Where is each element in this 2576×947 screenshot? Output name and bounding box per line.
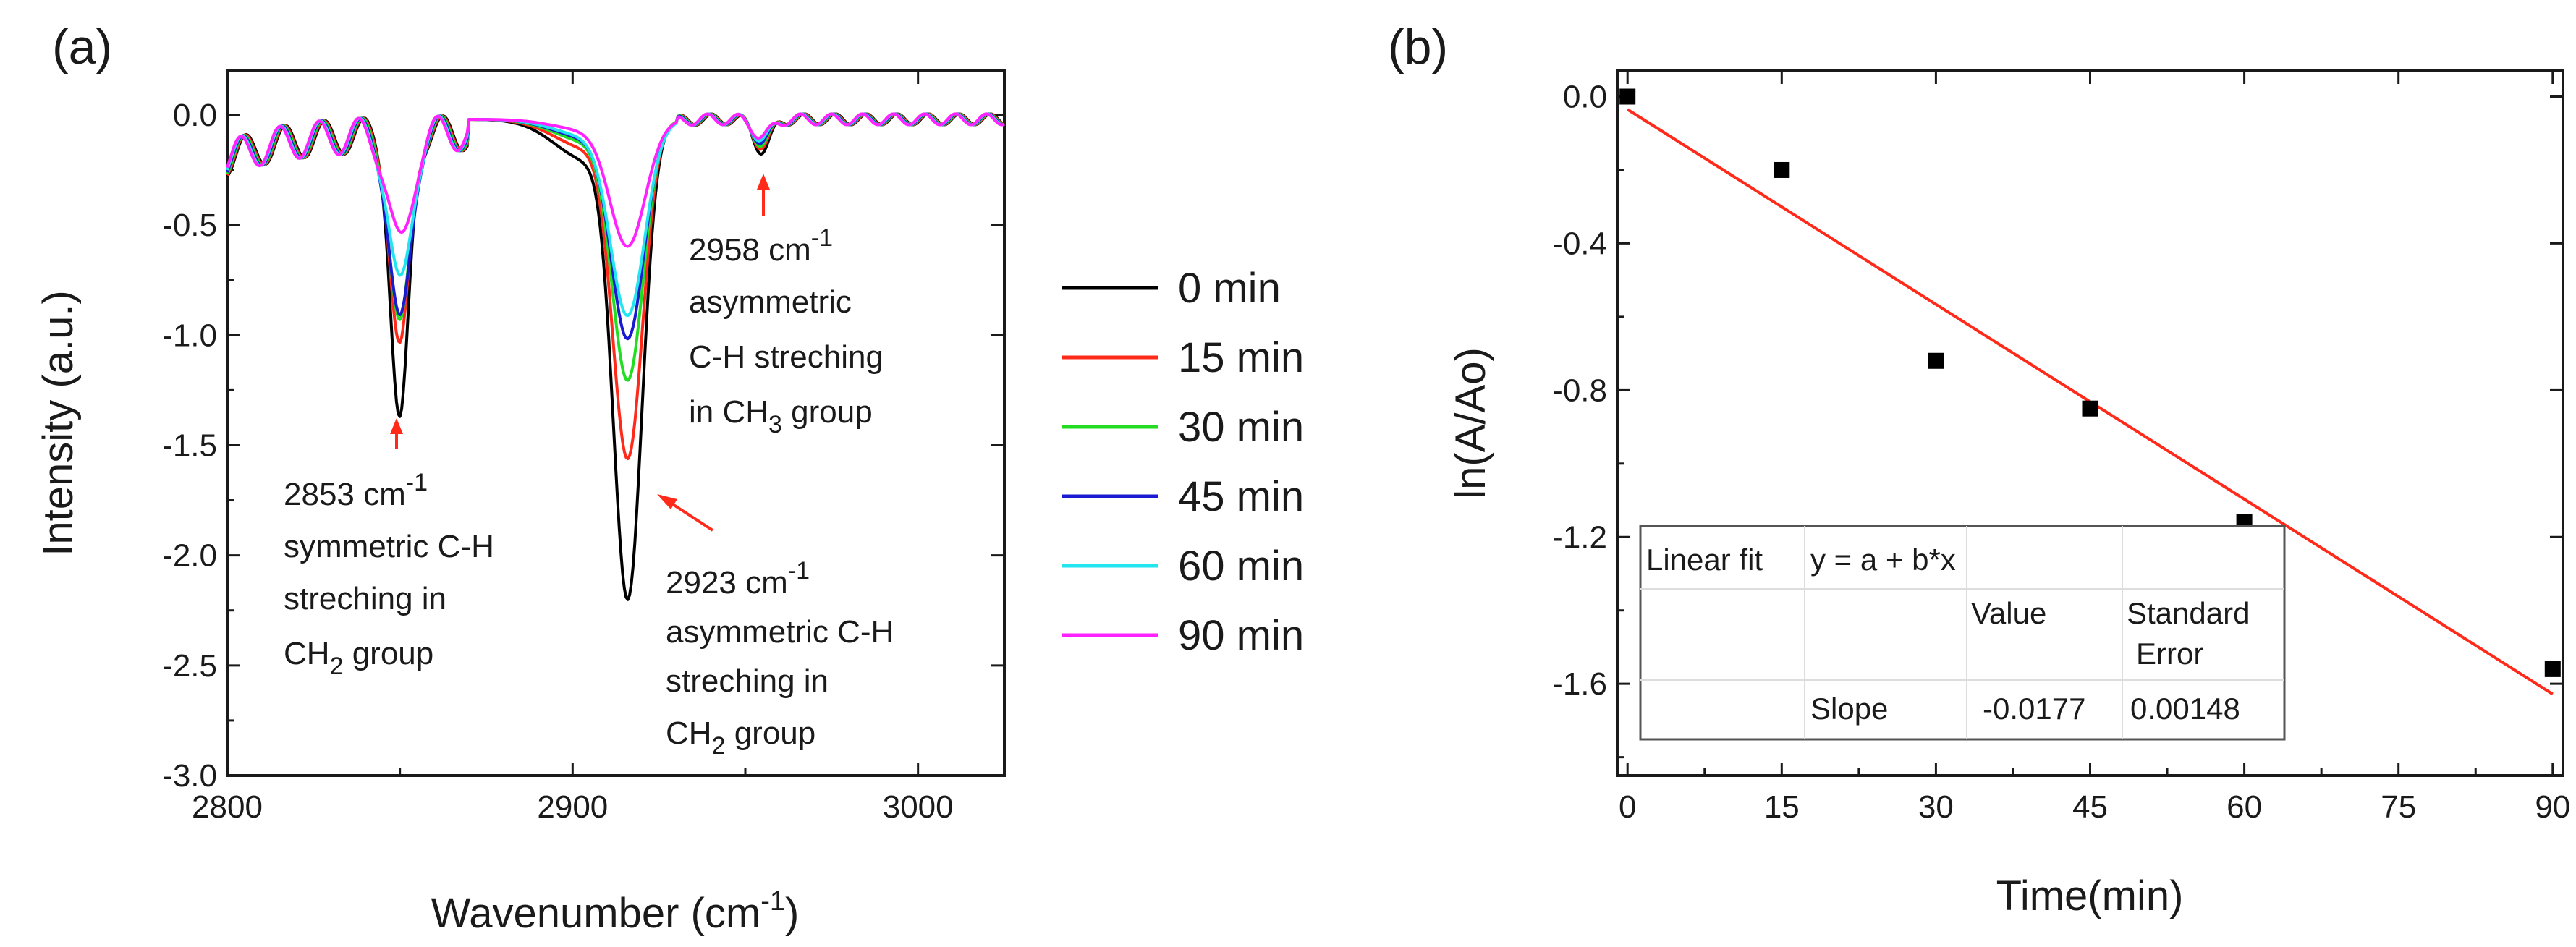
y-tick-label: 0.0	[173, 98, 217, 133]
svg-text:2923 cm-1: 2923 cm-1	[666, 557, 810, 600]
svg-text:CH2 group: CH2 group	[666, 715, 815, 760]
data-point	[1774, 161, 1790, 178]
panel-a-y-axis-title: Intensity (a.u.)	[35, 290, 82, 556]
y-tick-label: -1.0	[162, 318, 217, 353]
panel-a-ticks: 2800 2900 3000 0.0 -0.5 -1.0 -1.5 -2.0 -2.5 -3.0	[162, 71, 1004, 825]
svg-text:C-H streching: C-H streching	[689, 339, 884, 375]
fit-table-value-header: Value	[1971, 596, 2046, 630]
x-tick-label: 90	[2535, 789, 2570, 825]
y-tick-label: -0.8	[1552, 373, 1607, 408]
x-tick-label: 2800	[192, 789, 263, 825]
panel-a-x-axis-title: Wavenumber (cm-1)	[431, 886, 800, 937]
legend-label: 90 min	[1178, 612, 1304, 659]
data-point	[2082, 400, 2098, 417]
fit-table-slope-value: -0.0177	[1983, 692, 2085, 726]
annotation-2923: 2923 cm-1 asymmetric C-H streching in CH…	[657, 494, 894, 760]
y-tick-label: -1.6	[1552, 666, 1607, 702]
legend-label: 15 min	[1178, 334, 1304, 381]
x-tick-label: 75	[2381, 789, 2416, 825]
panel-b-label: (b)	[1388, 20, 1448, 75]
y-tick-label: -0.4	[1552, 226, 1607, 261]
x-tick-label: 2900	[537, 789, 608, 825]
legend-label: 60 min	[1178, 543, 1304, 590]
fit-table: Linear fit y = a + b*x Value Standard Er…	[1639, 525, 2286, 741]
panel-a: (a) 2800 2900 3000 0.0 -0.5 -1.0 -1.5 -2.0 -2.5 -…	[35, 20, 1304, 937]
y-tick-label: -1.5	[162, 428, 217, 463]
legend: 0 min 15 min 30 min 45 min 60 min 90 min	[1062, 265, 1304, 659]
x-tick-label: 0	[1619, 789, 1636, 825]
y-tick-label: -0.5	[162, 208, 217, 243]
panel-a-curves	[226, 112, 1005, 601]
x-tick-label: 45	[2072, 789, 2108, 825]
legend-label: 45 min	[1178, 473, 1304, 520]
svg-text:in CH3 group: in CH3 group	[689, 394, 873, 438]
series-line-60-min	[226, 112, 1005, 318]
annotation-2958: 2958 cm-1 asymmetric C-H streching in CH…	[689, 174, 884, 438]
y-tick-label: -3.0	[162, 758, 217, 794]
svg-text:asymmetric C-H: asymmetric C-H	[666, 614, 894, 650]
y-tick-label: -2.5	[162, 648, 217, 684]
svg-text:CH2 group: CH2 group	[284, 636, 433, 680]
fit-table-slope-error: 0.00148	[2130, 692, 2240, 726]
fit-table-equation: y = a + b*x	[1810, 543, 1956, 577]
legend-label: 0 min	[1178, 265, 1281, 312]
fit-table-stderr-header-1: Standard	[2127, 596, 2250, 630]
panel-a-label: (a)	[52, 20, 112, 75]
x-tick-label: 15	[1764, 789, 1800, 825]
fit-table-stderr-header-2: Error	[2136, 637, 2203, 671]
svg-text:streching in: streching in	[284, 581, 446, 616]
y-tick-label: -2.0	[162, 538, 217, 574]
panel-b-x-axis-title: Time(min)	[1996, 872, 2184, 920]
series-line-90-min	[226, 112, 1005, 248]
annotation-2853: 2853 cm-1 symmetric C-H streching in CH2…	[284, 418, 494, 680]
svg-text:asymmetric: asymmetric	[689, 284, 852, 320]
panel-b: (b) 0 15 30 45 60 75 90 0.0 -0.4 -0.8 -1.2 -1.6 ln(…	[1388, 20, 2570, 920]
y-tick-label: -1.2	[1552, 519, 1607, 555]
panel-b-y-axis-title: ln(A/Ao)	[1447, 347, 1494, 499]
svg-text:symmetric C-H: symmetric C-H	[284, 529, 494, 564]
data-point	[2544, 661, 2561, 677]
x-tick-label: 60	[2227, 789, 2262, 825]
data-point	[1928, 352, 1944, 369]
fit-table-row1-label: Linear fit	[1646, 543, 1763, 577]
x-tick-label: 3000	[883, 789, 954, 825]
svg-text:streching in: streching in	[666, 663, 829, 699]
x-tick-label: 30	[1918, 789, 1954, 825]
svg-text:2958 cm-1: 2958 cm-1	[689, 224, 833, 268]
data-point	[1619, 88, 1636, 105]
panel-a-plot-frame	[226, 69, 1006, 777]
panel-b-ticks: 0 15 30 45 60 75 90 0.0 -0.4 -0.8 -1.2 -1.6	[1552, 71, 2570, 825]
y-tick-label: 0.0	[1563, 80, 1607, 115]
fit-table-slope-label: Slope	[1810, 692, 1888, 726]
legend-label: 30 min	[1178, 404, 1304, 451]
svg-text:2853 cm-1: 2853 cm-1	[284, 469, 428, 512]
